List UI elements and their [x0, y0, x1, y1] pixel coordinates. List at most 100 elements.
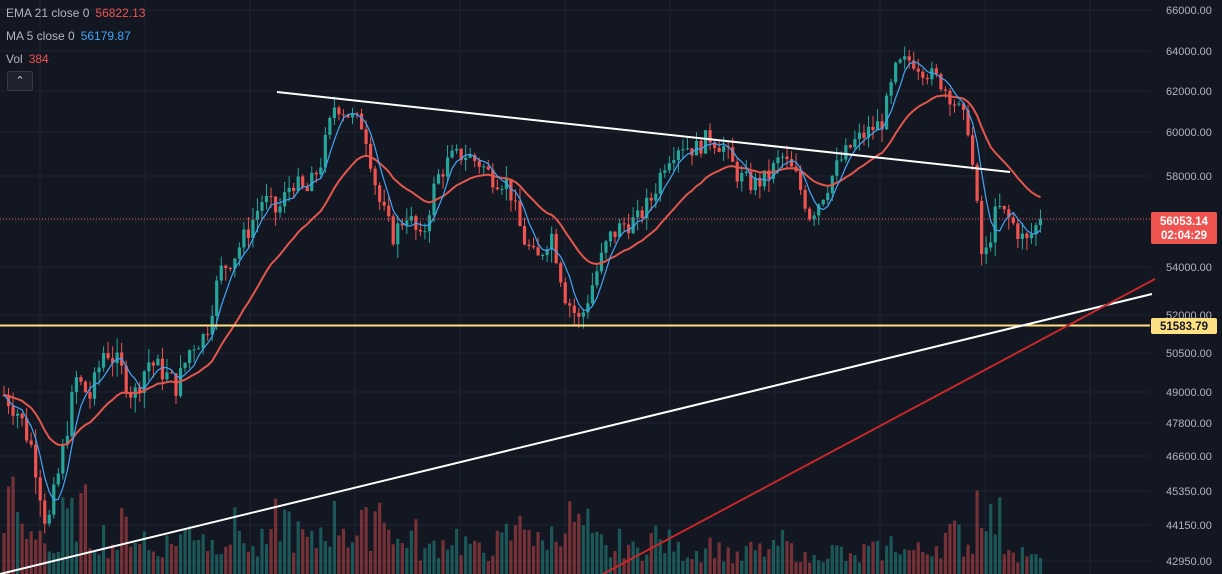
- volume-bar: [563, 533, 567, 574]
- volume-bar: [1029, 554, 1034, 574]
- price-tick-label: 44150.00: [1166, 520, 1212, 532]
- volume-bar: [550, 526, 554, 574]
- candle-body: [717, 147, 721, 152]
- volume-bar: [717, 542, 721, 574]
- vol-legend-row[interactable]: Vol 384: [6, 48, 145, 71]
- candle-body: [948, 90, 952, 105]
- volume-bar: [477, 542, 481, 574]
- candle-body: [848, 145, 852, 148]
- volume-bar: [183, 529, 187, 574]
- ascending-trendline-white[interactable]: [0, 293, 1153, 574]
- candle-body: [921, 71, 925, 78]
- candle-body: [255, 210, 260, 220]
- candle-body: [455, 148, 459, 151]
- candle-body: [156, 358, 160, 366]
- volume-bar: [432, 540, 436, 574]
- volume-bar: [369, 550, 373, 574]
- volume-bar: [25, 538, 29, 574]
- volume-bar: [812, 554, 816, 574]
- collapse-legend-button[interactable]: ⌃: [7, 71, 33, 91]
- volume-bar: [862, 544, 866, 574]
- ema-legend-row[interactable]: EMA 21 close 0 56822.13: [6, 2, 145, 25]
- volume-bar: [649, 533, 653, 574]
- volume-bar: [880, 560, 884, 574]
- volume-bar: [97, 554, 101, 574]
- candle-body: [808, 208, 812, 220]
- volume-bar: [83, 484, 88, 574]
- price-tick-label: 46600.00: [1166, 451, 1212, 463]
- volume-bar: [88, 548, 92, 574]
- volume-bar: [70, 497, 74, 574]
- support-level-text: 51583.79: [1160, 321, 1208, 333]
- candle-body: [477, 160, 481, 167]
- candle-body: [975, 164, 979, 201]
- volume-bar: [219, 553, 223, 574]
- ma-legend-value: 56179.87: [80, 29, 131, 43]
- candle-body: [233, 258, 237, 269]
- candle-body: [219, 265, 223, 281]
- candle-body: [341, 114, 346, 116]
- volume-bar: [396, 538, 400, 574]
- volume-bar: [853, 555, 857, 574]
- descending-trendline[interactable]: [276, 91, 1011, 173]
- volume-bar: [708, 537, 712, 574]
- candle-body: [387, 205, 391, 217]
- candle-body: [894, 62, 898, 83]
- candle-body: [124, 365, 128, 393]
- candle-body: [586, 303, 590, 313]
- candle-body: [418, 229, 422, 232]
- candle-body: [554, 233, 558, 264]
- candle-body: [536, 247, 540, 256]
- candle-body: [432, 183, 436, 216]
- candle-body: [884, 95, 889, 130]
- candle-body: [590, 285, 594, 304]
- volume-bar: [142, 531, 146, 574]
- volume-bar: [192, 540, 196, 574]
- ma-legend-row[interactable]: MA 5 close 0 56179.87: [6, 25, 145, 48]
- candle-body: [504, 178, 508, 189]
- volume-bar: [56, 551, 60, 574]
- ascending-trendline-red[interactable]: [602, 278, 1156, 574]
- candle-body: [1002, 205, 1006, 210]
- candle-body: [83, 381, 88, 393]
- volume-bar: [111, 544, 115, 574]
- candle-body: [627, 224, 631, 234]
- volume-bar: [1034, 554, 1038, 574]
- volume-bar: [830, 545, 834, 574]
- candle-body: [803, 189, 807, 209]
- price-tick-label: 62000.00: [1166, 86, 1212, 98]
- candle-body: [251, 219, 255, 238]
- volume-bar: [690, 559, 694, 574]
- volume-bar: [572, 521, 576, 574]
- volume-bar: [803, 552, 807, 574]
- volume-bar: [703, 548, 708, 574]
- candle-body: [405, 220, 409, 226]
- volume-bar: [332, 500, 337, 574]
- volume-bar: [215, 554, 219, 574]
- candle-body: [237, 247, 241, 259]
- price-tick-label: 42950.00: [1166, 556, 1212, 568]
- candle-body: [531, 245, 536, 248]
- candle-body: [835, 160, 839, 176]
- candle-body: [577, 312, 581, 317]
- candle-body: [934, 68, 938, 74]
- candle-body: [92, 372, 97, 399]
- support-level-badge: 51583.79: [1151, 318, 1217, 334]
- volume-bar: [898, 554, 902, 574]
- volume-bar: [726, 547, 730, 574]
- volume-bar: [246, 551, 251, 574]
- volume-bar: [889, 536, 893, 574]
- candle-body: [541, 255, 545, 257]
- candle-body: [396, 223, 400, 245]
- volume-bar: [138, 543, 142, 574]
- volume-bar: [373, 511, 377, 574]
- candle-body: [215, 280, 219, 316]
- candle-body: [871, 126, 875, 131]
- volume-bar: [255, 556, 260, 574]
- volume-bar: [79, 492, 83, 574]
- candle-body: [690, 148, 694, 156]
- candle-body: [943, 89, 948, 91]
- volume-bar: [197, 539, 201, 574]
